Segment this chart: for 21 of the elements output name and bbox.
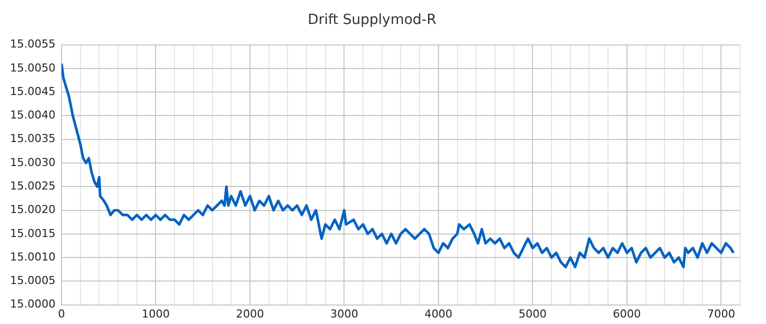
y-tick-label: 15.0050 — [10, 61, 56, 74]
x-tick-label: 4000 — [424, 307, 452, 320]
chart-title: Drift Supplymod-R — [308, 12, 437, 28]
x-tick-label: 6000 — [612, 307, 641, 320]
x-tick-label: 0 — [58, 307, 65, 320]
y-tick-label: 15.0020 — [10, 203, 56, 216]
y-tick-label: 15.0030 — [10, 156, 56, 169]
y-tick-label: 15.0010 — [10, 250, 56, 264]
x-tick-label: 7000 — [707, 307, 736, 320]
x-tick-label: 1000 — [142, 307, 170, 320]
y-tick-label: 15.0045 — [10, 84, 56, 98]
y-tick-label: 15.0025 — [10, 179, 56, 192]
x-tick-label: 5000 — [518, 307, 547, 320]
y-tick-label: 15.0015 — [10, 226, 56, 240]
y-tick-label: 15.0055 — [10, 38, 56, 51]
y-tick-label: 15.0000 — [10, 298, 56, 311]
y-tick-label: 15.0005 — [10, 274, 56, 288]
y-tick-label: 15.0035 — [10, 132, 56, 146]
y-tick-label: 15.0040 — [10, 108, 56, 122]
x-tick-label: 2000 — [236, 307, 264, 320]
x-tick-label: 3000 — [330, 307, 358, 320]
